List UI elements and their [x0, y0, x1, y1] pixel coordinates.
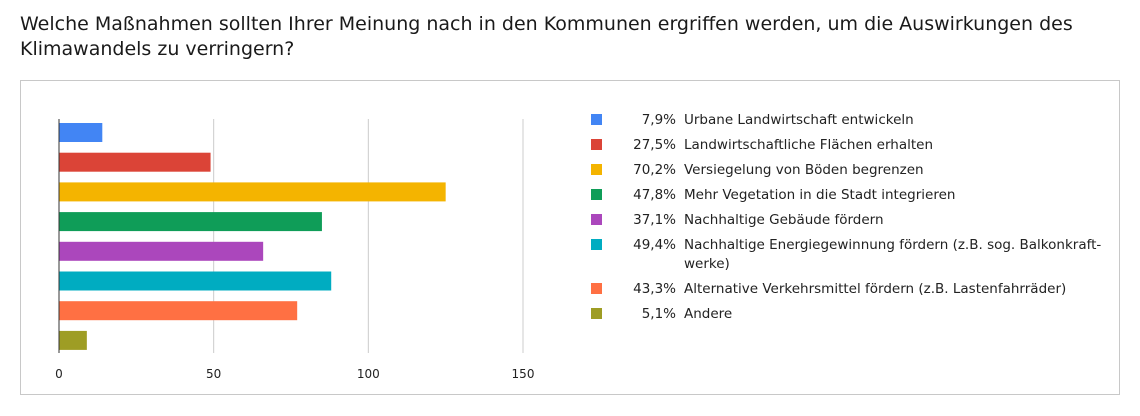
legend-item: 70,2% Versiegelung von Böden begrenzen [591, 161, 1111, 180]
legend-label: Alternative Verkehrsmittel fördern (z.B.… [684, 281, 1067, 297]
legend-percentage: 70,2% [633, 162, 676, 178]
bar [59, 330, 87, 350]
bar [59, 152, 211, 172]
legend-percentage: 27,5% [633, 137, 676, 153]
legend-percentage: 5,1% [641, 306, 676, 322]
legend-label: Urbane Landwirtschaft entwickeln [684, 112, 914, 128]
legend-label: Landwirtschaftliche Flächen erhalten [684, 137, 933, 153]
legend-item: 37,1% Nachhaltige Gebäude fördern [591, 211, 1111, 230]
bar [59, 123, 103, 142]
legend-item: 5,1% Andere [591, 305, 1111, 324]
legend-label: Nachhaltige Energiegewinnung fördern (z.… [684, 237, 1102, 272]
legend-percentage: 49,4% [633, 237, 676, 253]
legend-swatch [591, 308, 602, 319]
legend-swatch [591, 239, 602, 250]
chart-legend: 7,9% Urbane Landwirtschaft entwickeln 27,5… [591, 111, 1111, 330]
bar [59, 241, 264, 261]
legend-item: 7,9% Urbane Landwirtschaft entwickeln [591, 111, 1111, 130]
legend-item: 27,5% Landwirtschaftliche Flächen erhalte… [591, 136, 1111, 155]
legend-item: 43,3% Alternative Verkehrsmittel fördern … [591, 280, 1111, 299]
legend-percentage: 7,9% [641, 112, 676, 128]
legend-label: Mehr Vegetation in die Stadt integrieren [684, 187, 956, 203]
legend-percentage: 43,3% [633, 281, 676, 297]
legend-item: 47,8% Mehr Vegetation in die Stadt integr… [591, 186, 1111, 205]
chart-container: 0 50 100 150 7,9% Urbane Landwirtschaft entw… [20, 80, 1120, 395]
bar [59, 182, 446, 202]
x-tick-label: 0 [55, 367, 63, 381]
legend-percentage: 37,1% [633, 212, 676, 228]
legend-swatch [591, 164, 602, 175]
legend-swatch [591, 114, 602, 125]
legend-swatch [591, 189, 602, 200]
bar [59, 212, 322, 232]
legend-item: 49,4% Nachhaltige Energiegewinnung förder… [591, 236, 1111, 274]
x-tick-label: 150 [512, 367, 535, 381]
bar [59, 301, 298, 321]
question-title: Welche Maßnahmen sollten Ihrer Meinung n… [20, 13, 1073, 60]
legend-label: Nachhaltige Gebäude fördern [684, 212, 884, 228]
bar-chart: 0 50 100 150 [55, 119, 535, 381]
legend-swatch [591, 283, 602, 294]
bar [59, 271, 332, 291]
legend-percentage: 47,8% [633, 187, 676, 203]
legend-label: Andere [684, 306, 733, 322]
legend-swatch [591, 214, 602, 225]
x-tick-label: 50 [206, 367, 221, 381]
legend-label: Versiegelung von Böden begrenzen [684, 162, 924, 178]
x-tick-label: 100 [357, 367, 380, 381]
legend-swatch [591, 139, 602, 150]
